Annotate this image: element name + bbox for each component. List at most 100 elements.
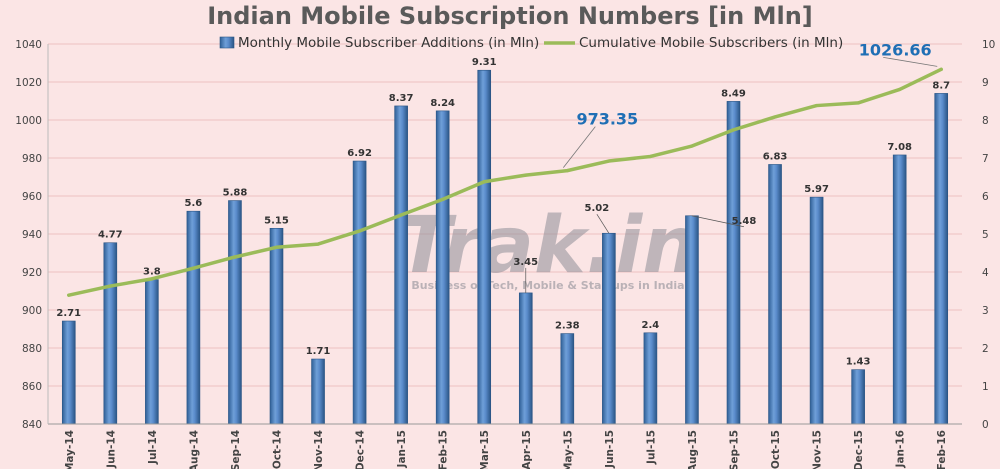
x-tick-label: Jun-14 (105, 430, 117, 469)
bar-data-label: 7.08 (887, 142, 912, 153)
bar (186, 210, 201, 425)
bar-data-label: 5.02 (585, 203, 610, 214)
data-labels: 2.71 4.77 3.8 5.6 5.88 5.15 1.71 6.92 8.37 8.24 9.… (56, 40, 950, 367)
bar-data-label: 1.71 (306, 346, 331, 357)
y-right-tick-label: 0 (982, 419, 989, 431)
x-tick-label: Jun-15 (604, 430, 616, 469)
x-tick-label: Jul-14 (147, 430, 159, 465)
bar (643, 332, 658, 425)
x-tick-label: Oct-14 (272, 430, 284, 469)
grid (48, 43, 962, 425)
bar-data-label: 5.97 (804, 184, 829, 195)
line-point (482, 180, 486, 184)
bar (394, 105, 408, 425)
bar (477, 69, 492, 425)
watermark-tagline: Business of Tech, Mobile & Startups in I… (411, 279, 684, 292)
line-point (233, 255, 237, 259)
y-right-tick-label: 5 (982, 229, 989, 241)
line-point (191, 266, 196, 270)
x-tick-label: Jul-15 (645, 430, 657, 465)
line-point (316, 242, 320, 246)
x-tick-label: Dec-14 (355, 430, 367, 469)
x-tick-label: May-15 (562, 430, 574, 469)
chart-title: Indian Mobile Subscription Numbers [in M… (207, 2, 813, 30)
x-tick-label: Jan-15 (396, 430, 408, 468)
line-point (441, 197, 445, 202)
bar-data-label: 2.4 (642, 320, 660, 331)
y-right-tick-label: 6 (982, 191, 989, 203)
bar (726, 101, 741, 425)
bar-data-label: 9.31 (472, 57, 497, 68)
bar (892, 154, 907, 425)
bar (352, 160, 367, 425)
bar (145, 279, 159, 425)
line-point (399, 213, 403, 217)
bar-data-label: 6.83 (763, 151, 788, 162)
bar-data-label: 5.15 (264, 215, 289, 226)
legend: Monthly Mobile Subscriber Additions (in … (219, 35, 843, 51)
bar (685, 215, 699, 425)
y-right-tick-label: 4 (982, 267, 989, 279)
y-left-tick-label: 900 (22, 305, 42, 317)
x-tick-label: Mar-15 (479, 430, 491, 469)
line-point (814, 103, 819, 108)
y-right-tick-label: 2 (982, 343, 989, 355)
bar-data-label: 5.48 (732, 216, 757, 227)
bar-data-label: 2.38 (555, 321, 580, 332)
line-point (565, 169, 569, 173)
x-tick-label: Nov-15 (812, 430, 824, 469)
x-tick-label: Sep-15 (729, 430, 741, 469)
line-callout-label: 1026.66 (859, 40, 932, 59)
line-point (648, 154, 653, 159)
legend-label-bar: Monthly Mobile Subscriber Additions (in … (238, 35, 539, 51)
bar (61, 320, 76, 425)
bar-data-label: 6.92 (347, 148, 372, 159)
x-tick-label: Feb-16 (936, 430, 948, 469)
bar-data-label: 3.45 (513, 257, 538, 268)
x-tick-label: Nov-14 (313, 430, 325, 469)
y-right-tick-label: 1 (982, 381, 989, 393)
bar-data-label: 8.7 (932, 80, 950, 91)
y-left-tick-label: 940 (22, 229, 42, 241)
line-point (690, 144, 694, 148)
line-point (150, 277, 154, 281)
line-point (856, 101, 860, 105)
bar-data-label: 4.77 (98, 230, 123, 241)
y-right-tick-label: 9 (982, 77, 989, 89)
line-point (67, 293, 71, 297)
bar-data-label: 2.71 (56, 308, 81, 319)
y-right-tick-label: 3 (982, 305, 989, 317)
bar (768, 164, 782, 425)
y-left-tick-label: 960 (22, 191, 42, 203)
x-tick-label: Feb-15 (438, 430, 450, 469)
y-left-tick-label: 840 (22, 419, 42, 431)
legend-label-line: Cumulative Mobile Subscribers (in Mln) (579, 35, 843, 51)
bar-data-label: 5.88 (223, 188, 248, 199)
legend-swatch-bar (219, 36, 235, 49)
y-left-tick-label: 1000 (15, 115, 42, 127)
bar (851, 369, 865, 425)
bar-data-label: 1.43 (846, 357, 871, 368)
x-tick-label: Oct-15 (770, 430, 782, 469)
line-point (898, 87, 902, 92)
y-right-tick-label: 10 (982, 39, 995, 51)
bar (602, 232, 616, 425)
y-left-tick-label: 1020 (15, 77, 42, 89)
x-tick-label: Sep-14 (230, 430, 242, 469)
line-point (274, 245, 279, 249)
bar-data-label: 5.6 (185, 198, 203, 209)
x-tick-label: Jan-16 (895, 430, 907, 468)
bar-data-label: 8.24 (430, 98, 455, 109)
line-point (607, 159, 611, 163)
line-point (108, 284, 112, 288)
bar (934, 93, 949, 425)
line-path (67, 67, 943, 297)
y-right-tick-label: 8 (982, 115, 989, 127)
bar (269, 228, 284, 425)
bar-data-label: 3.8 (143, 267, 161, 278)
x-tick-label: Apr-15 (521, 430, 533, 469)
data-label-leader (691, 215, 745, 228)
callout-leader (563, 126, 596, 168)
x-tick-label: Aug-14 (188, 430, 200, 469)
